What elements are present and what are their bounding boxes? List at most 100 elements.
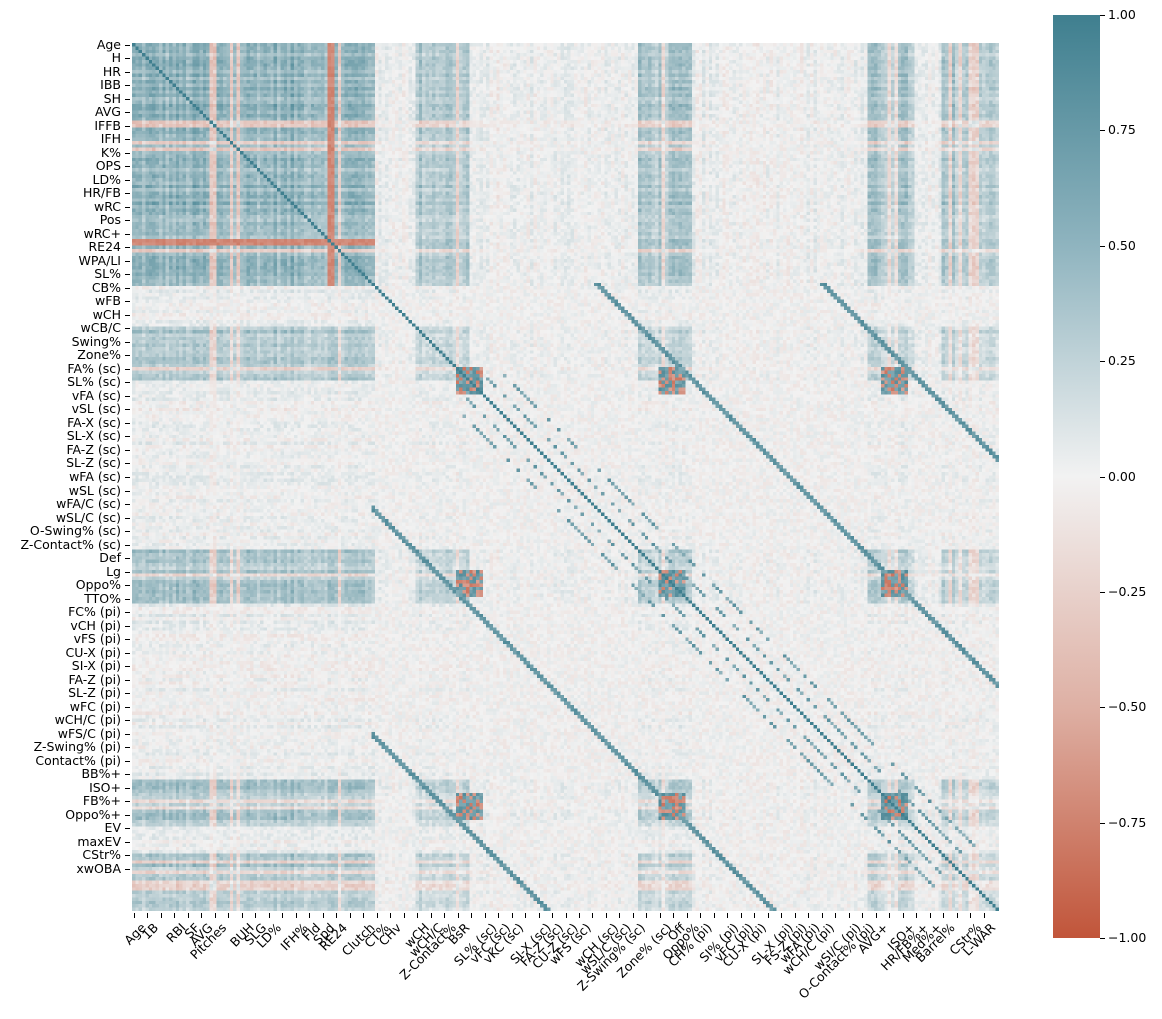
y-tick <box>125 841 130 843</box>
x-tick <box>713 913 715 918</box>
y-tick <box>125 855 130 857</box>
y-tick-label: Oppo% <box>75 577 121 593</box>
y-tick-label: BB%+ <box>81 766 121 782</box>
x-tick <box>970 913 972 918</box>
y-tick <box>125 774 130 776</box>
y-tick <box>125 382 130 384</box>
y-tick <box>125 112 130 114</box>
y-tick-label: Oppo%+ <box>65 806 121 822</box>
y-tick-label: Z-Swing% (pi) <box>33 739 121 755</box>
colorbar-tick-label: −0.25 <box>1108 583 1147 599</box>
y-tick-label: SL-Z (sc) <box>66 455 121 471</box>
x-tick <box>187 913 189 918</box>
y-tick-label: wRC <box>93 198 121 214</box>
x-tick <box>214 913 216 918</box>
x-tick <box>525 913 527 918</box>
x-tick <box>160 913 162 918</box>
x-tick <box>201 913 203 918</box>
y-tick <box>125 868 130 870</box>
y-tick <box>125 341 130 343</box>
x-tick <box>363 913 365 918</box>
x-tick <box>727 913 729 918</box>
y-tick-label: RE24 <box>88 239 122 255</box>
y-tick <box>125 639 130 641</box>
x-tick <box>578 913 580 918</box>
y-tick <box>125 58 130 60</box>
colorbar-tick-label: 0.50 <box>1108 237 1136 253</box>
x-tick <box>309 913 311 918</box>
y-tick-label: wFA (sc) <box>69 469 121 484</box>
y-tick <box>125 274 130 276</box>
x-tick <box>794 913 796 918</box>
colorbar-tick <box>1100 15 1105 16</box>
y-tick-label: FA% (sc) <box>67 360 121 376</box>
y-tick <box>125 828 130 830</box>
y-tick-label: SL% (sc) <box>67 374 121 390</box>
x-tick <box>444 913 446 918</box>
x-tick <box>282 913 284 918</box>
y-tick-label: FA-Z (pi) <box>68 671 121 687</box>
x-tick <box>241 913 243 918</box>
x-tick <box>821 913 823 918</box>
y-tick-label: SL% <box>94 266 121 282</box>
y-tick <box>125 206 130 208</box>
colorbar-tick <box>1100 361 1105 363</box>
colorbar-tick <box>1100 707 1105 709</box>
colorbar-tick-label: −0.50 <box>1108 699 1147 715</box>
y-tick <box>125 301 130 303</box>
colorbar-tick <box>1100 130 1105 132</box>
y-tick-label: CStr% <box>82 847 121 863</box>
x-tick <box>390 913 392 918</box>
y-tick <box>125 247 130 249</box>
x-tick <box>740 913 742 918</box>
y-tick <box>125 179 130 181</box>
x-tick <box>943 913 945 918</box>
x-tick <box>835 913 837 918</box>
x-tick <box>471 913 473 918</box>
x-tick <box>686 913 688 918</box>
x-tick <box>484 913 486 918</box>
y-tick-label: wCB/C <box>80 320 121 336</box>
y-tick <box>125 733 130 735</box>
y-tick-label: Pos <box>99 212 121 228</box>
y-tick-label: HR <box>102 63 121 79</box>
x-tick <box>322 913 324 918</box>
x-tick <box>875 913 877 918</box>
y-tick <box>125 612 130 614</box>
y-tick <box>125 801 130 803</box>
x-tick <box>417 913 419 918</box>
y-tick <box>125 571 130 573</box>
y-tick-label: SL-X (sc) <box>66 428 121 444</box>
colorbar-tick-label: 1.00 <box>1108 7 1136 22</box>
y-tick <box>125 328 130 330</box>
y-tick-label: SL-Z (pi) <box>68 685 121 701</box>
heatmap-grid <box>132 43 999 911</box>
y-tick-label: ISO+ <box>89 779 121 795</box>
y-tick-label: Lg <box>106 563 121 579</box>
y-tick <box>125 98 130 100</box>
y-tick-label: CB% <box>91 279 121 295</box>
x-tick <box>916 913 918 918</box>
x-tick <box>889 913 891 918</box>
x-tick <box>552 913 553 918</box>
y-tick-label: wFC (pi) <box>69 698 121 714</box>
colorbar-tick <box>1100 822 1105 824</box>
y-tick <box>125 693 130 695</box>
x-tick <box>498 913 500 918</box>
y-tick-label: IFFB <box>94 117 121 133</box>
y-tick <box>125 720 130 722</box>
y-tick <box>125 139 130 141</box>
y-tick-label: FB%+ <box>82 793 121 809</box>
y-tick-label: wCH <box>92 306 121 322</box>
x-tick <box>174 913 176 918</box>
y-tick <box>125 652 130 654</box>
y-tick-label: xwOBA <box>76 860 121 876</box>
y-tick-label: TTO% <box>84 590 121 606</box>
y-tick <box>125 706 130 708</box>
colorbar-tick <box>1100 591 1105 593</box>
x-tick <box>403 913 405 918</box>
y-tick <box>125 409 130 411</box>
y-tick-label: wSL/C (sc) <box>55 509 121 525</box>
y-tick <box>125 436 130 438</box>
colorbar-tick-label: 0.25 <box>1108 353 1136 369</box>
